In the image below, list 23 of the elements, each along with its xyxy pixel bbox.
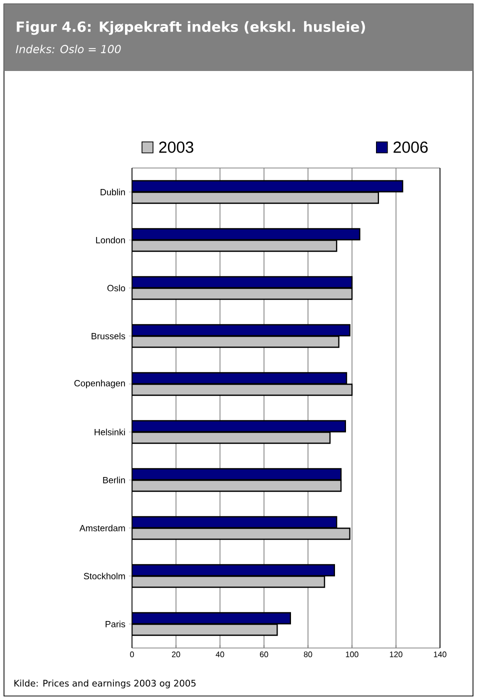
- y-tick-label: Oslo: [107, 284, 126, 292]
- x-tick-label: 140: [434, 652, 446, 658]
- y-tick-label: Berlin: [103, 476, 125, 484]
- y-tick-label: Amsterdam: [79, 524, 125, 532]
- y-tick-label: Copenhagen: [74, 380, 125, 388]
- legend-label: 2003: [159, 142, 194, 153]
- x-tick-label: 100: [346, 652, 358, 658]
- chart-subtitle: Indeks: Oslo = 100: [16, 44, 121, 54]
- x-tick-label: 60: [260, 652, 268, 658]
- x-tick-label: 80: [304, 652, 312, 658]
- x-tick-label: 40: [216, 652, 224, 658]
- y-tick-label: Brussels: [92, 332, 126, 340]
- y-tick-label: London: [96, 236, 125, 244]
- x-tick-label: 20: [172, 652, 180, 658]
- chart-title: Figur 4.6: Kjøpekraft indeks (ekskl. husleie): [16, 21, 365, 35]
- text: Kilde: Prices and earnings 2003 og 2005: [14, 680, 196, 688]
- legend-label: 2006: [394, 142, 428, 153]
- y-tick-label: Paris: [106, 620, 126, 628]
- x-tick-label: 120: [390, 652, 402, 658]
- x-tick-label: 0: [130, 652, 134, 658]
- y-tick-label: Stockholm: [84, 572, 125, 580]
- y-tick-label: Dublin: [100, 188, 125, 196]
- y-tick-label: Helsinki: [94, 428, 125, 436]
